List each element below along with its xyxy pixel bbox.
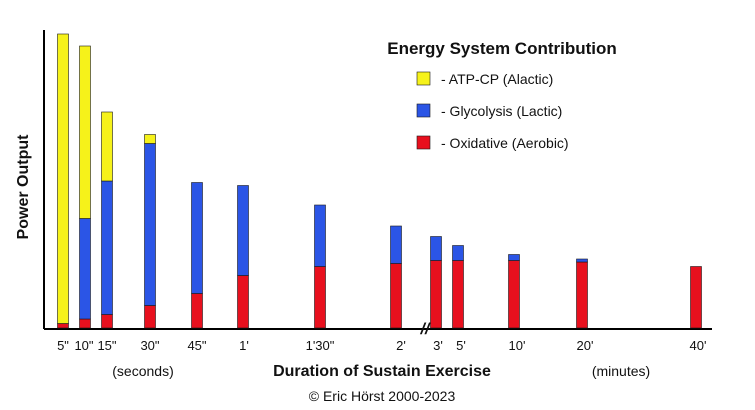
bar-segment-3-0 [144, 305, 156, 329]
bar-segment-1-2 [79, 45, 91, 219]
bar-segment-4-0 [191, 293, 203, 329]
x-tick-label: 1' [239, 338, 249, 353]
bar-segment-0-2 [57, 33, 69, 324]
legend-label: - ATP-CP (Alactic) [441, 71, 553, 87]
x-axis-title: Duration of Sustain Exercise [273, 363, 491, 380]
x-tick-label: 5' [456, 338, 466, 353]
bar-segment-7-0 [390, 263, 402, 329]
bar-segment-3-1 [144, 143, 156, 306]
bar-segment-12-0 [690, 266, 702, 329]
x-tick-label: 45" [187, 338, 206, 353]
x-tick-label: 10" [74, 338, 93, 353]
x-tick-label: 15" [97, 338, 116, 353]
legend-swatch [416, 135, 431, 150]
bar-segment-3-2 [144, 134, 156, 144]
legend-swatch [416, 103, 431, 118]
bar-segment-2-2 [101, 111, 113, 182]
bar-segment-8-1 [430, 236, 442, 261]
bar-segment-0-0 [57, 323, 69, 329]
bar-segment-7-1 [390, 225, 402, 264]
seconds-unit-label: (seconds) [112, 363, 173, 379]
bar-segment-1-0 [79, 318, 91, 329]
legend-label: - Glycolysis (Lactic) [441, 103, 562, 119]
bar-segment-2-0 [101, 314, 113, 329]
legend-title: Energy System Contribution [387, 39, 617, 58]
legend-label: - Oxidative (Aerobic) [441, 135, 569, 151]
bar-segment-10-1 [508, 254, 520, 261]
x-tick-label: 3' [433, 338, 443, 353]
minutes-unit-label: (minutes) [592, 363, 650, 379]
x-tick-label: 20' [577, 338, 594, 353]
x-tick-label: 2' [396, 338, 406, 353]
x-tick-labels: 5" 10" 15" 30" 45" 1' 1'30" 2' 3' 5' 10' 20' 40' [57, 338, 706, 353]
bar-segment-8-0 [430, 260, 442, 329]
legend-swatch [416, 71, 431, 86]
bar-segment-2-1 [101, 180, 113, 315]
x-tick-label: 10' [509, 338, 526, 353]
axis-break-mark: // [420, 321, 431, 338]
bar-group [57, 33, 702, 329]
y-axis-title: Power Output [15, 134, 32, 240]
bar-segment-1-1 [79, 218, 91, 320]
bar-segment-9-1 [452, 245, 464, 261]
legend: - ATP-CP (Alactic) - Glycolysis (Lactic) -… [416, 71, 569, 151]
x-tick-label: 40' [690, 338, 707, 353]
bar-segment-11-0 [576, 261, 588, 329]
x-tick-label: 5" [57, 338, 69, 353]
bar-segment-5-0 [237, 275, 249, 329]
x-tick-label: 30" [140, 338, 159, 353]
bar-segment-6-0 [314, 266, 326, 329]
bar-segment-5-1 [237, 185, 249, 276]
x-tick-label: 1'30" [306, 338, 335, 353]
bar-segment-4-1 [191, 182, 203, 294]
bar-segment-6-1 [314, 204, 326, 267]
copyright-text: © Eric Hörst 2000-2023 [309, 388, 456, 404]
bar-segment-9-0 [452, 260, 464, 329]
bar-segment-10-0 [508, 260, 520, 329]
bar-segment-11-1 [576, 258, 588, 263]
